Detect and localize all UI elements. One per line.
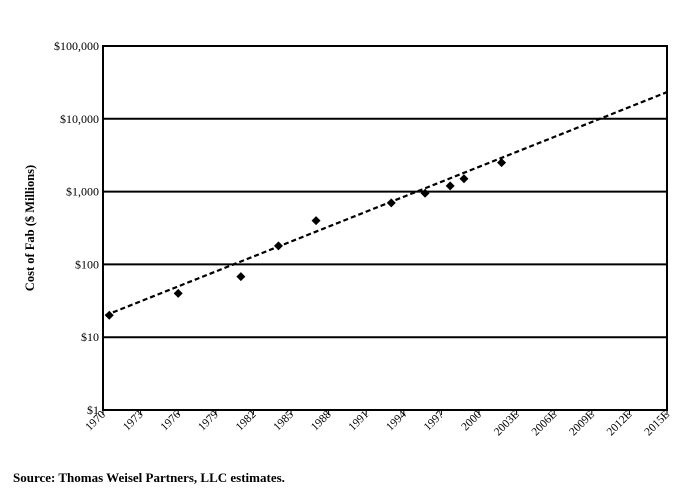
y-tick-label: $100,000 (54, 39, 99, 53)
chart: $1$10$100$1,000$10,000$100,000 1970 1973 1… (23, 39, 672, 438)
x-axis-ticks: 1970 1973 1976 1979 1982 1985 1988 1991 1994 1997… (83, 408, 672, 438)
y-tick-label: $1,000 (66, 185, 99, 199)
y-tick-label: $1 (87, 403, 99, 417)
trend-line (105, 90, 670, 317)
x-tick-label: 1988 (309, 408, 334, 433)
y-axis-label: Cost of Fab ($ Millions) (23, 165, 37, 291)
x-tick-label: 1976 (159, 408, 184, 433)
x-tick-label: 2003E (492, 409, 522, 439)
y-tick-label: $100 (75, 257, 99, 271)
data-point (273, 241, 283, 251)
x-tick-label: 1982 (234, 408, 259, 433)
data-point (311, 216, 321, 226)
y-tick-label: $10,000 (60, 112, 99, 126)
x-tick-label: 2009E (567, 409, 597, 439)
x-tick-label: 1991 (347, 408, 372, 433)
x-tick-label: 1997 (422, 408, 447, 433)
data-point (173, 288, 183, 298)
x-tick-label: 2015E (642, 409, 672, 439)
source-note: Source: Thomas Weisel Partners, LLC esti… (13, 470, 285, 485)
x-tick-label: 2006E (530, 409, 560, 439)
data-point (104, 310, 114, 320)
x-tick-label: 1994 (384, 408, 409, 433)
data-point (497, 158, 507, 168)
x-tick-label: 1973 (121, 408, 146, 433)
gridlines (103, 117, 667, 339)
data-point (386, 198, 396, 208)
data-point (420, 188, 430, 198)
x-tick-label: 2012E (605, 409, 635, 439)
data-point (236, 272, 246, 282)
x-tick-label: 1985 (271, 408, 296, 433)
data-point (445, 181, 455, 191)
data-point (459, 174, 469, 184)
y-axis-ticks: $1 $10 $100 $1,000 $10,000 $100,000 (54, 39, 99, 417)
x-tick-label: 2000 (459, 408, 484, 433)
data-points (104, 158, 507, 320)
x-tick-label: 1979 (196, 408, 221, 433)
y-tick-label: $10 (81, 330, 99, 344)
plot-frame (102, 45, 668, 411)
